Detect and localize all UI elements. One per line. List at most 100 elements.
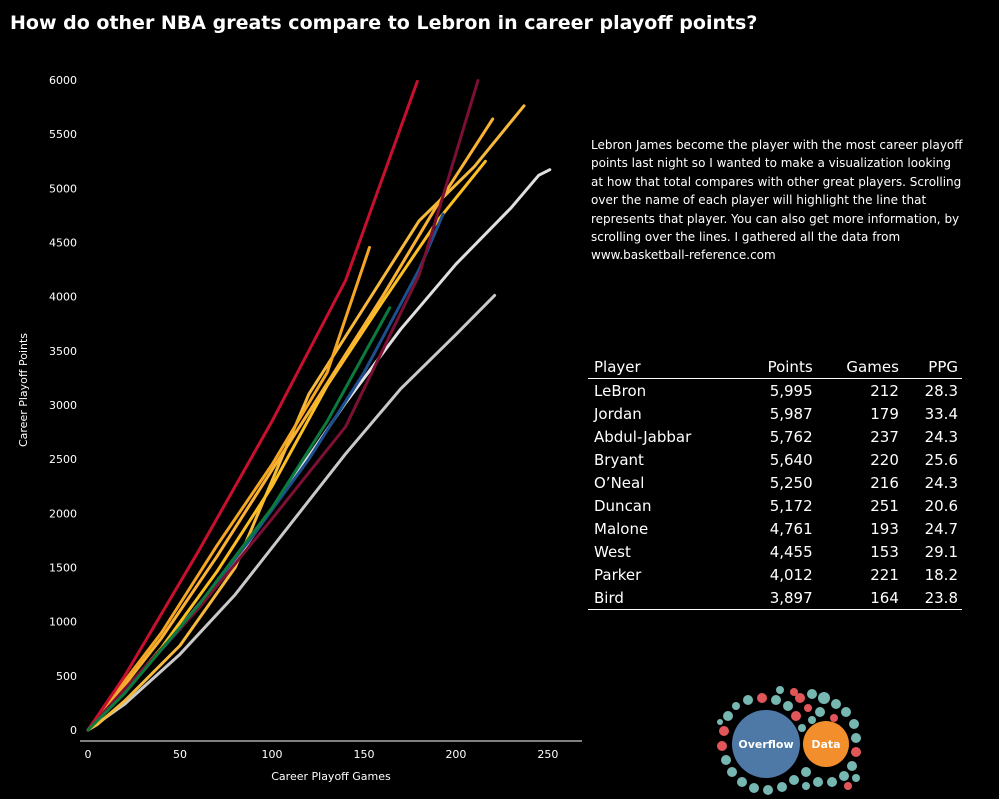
- x-tick-label: 250: [537, 748, 558, 761]
- player-name-cell[interactable]: LeBron: [594, 381, 647, 400]
- y-tick-label: 3000: [49, 399, 77, 412]
- series-line[interactable]: [86, 168, 552, 732]
- points-cell: 5,762: [769, 427, 813, 446]
- logo-dot: [727, 767, 737, 777]
- logo-dot: [851, 733, 861, 743]
- y-tick-label: 6000: [49, 74, 77, 87]
- player-name-cell[interactable]: West: [594, 542, 631, 561]
- points-cell: 5,987: [769, 404, 813, 423]
- series-line[interactable]: [86, 293, 497, 732]
- logo-dot: [839, 771, 849, 781]
- column-header-player[interactable]: Player: [588, 356, 741, 379]
- points-cell: 5,995: [769, 381, 813, 400]
- logo-dot: [802, 782, 810, 790]
- logo-word-data: Data: [811, 738, 840, 751]
- logo-dot: [790, 688, 798, 696]
- logo-dot: [830, 714, 838, 722]
- y-tick-label: 0: [70, 724, 77, 737]
- y-tick-label: 1000: [49, 616, 77, 629]
- games-cell: 193: [870, 519, 899, 538]
- ppg-cell: 24.3: [924, 427, 958, 446]
- logo-data-circle: [803, 721, 849, 767]
- games-cell: 153: [870, 542, 899, 561]
- logo-dot: [777, 782, 787, 792]
- player-stats-table: Player Points Games PPG LeBron 5,995 212 28…: [588, 356, 962, 610]
- player-name-cell[interactable]: Parker: [594, 565, 642, 584]
- points-cell: 4,761: [769, 519, 813, 538]
- logo-dot: [807, 689, 817, 699]
- series-line[interactable]: [86, 117, 495, 732]
- overflow-data-logo: Overflow Data: [717, 686, 861, 795]
- table-row[interactable]: Bryant 5,640 220 25.6: [588, 448, 962, 471]
- x-tick-label: 50: [173, 748, 187, 761]
- logo-dot: [808, 716, 816, 724]
- column-header-points[interactable]: Points: [740, 356, 817, 379]
- logo-overflow-circle: [732, 710, 800, 778]
- table-row[interactable]: Parker 4,012 221 18.2: [588, 563, 962, 586]
- logo-dot: [801, 767, 811, 777]
- logo-dot: [723, 711, 733, 721]
- y-tick-label: 2000: [49, 507, 77, 520]
- table-row[interactable]: Bird 3,897 164 23.8: [588, 586, 962, 610]
- logo-dot: [815, 707, 825, 717]
- logo-dot: [844, 782, 852, 790]
- series-line[interactable]: [86, 306, 392, 732]
- table-row[interactable]: Abdul-Jabbar 5,762 237 24.3: [588, 425, 962, 448]
- x-axis-label: Career Playoff Games: [271, 770, 391, 783]
- player-name-cell[interactable]: Bryant: [594, 450, 644, 469]
- logo-dot: [847, 761, 857, 771]
- column-header-games[interactable]: Games: [816, 356, 903, 379]
- y-tick-label: 4000: [49, 291, 77, 304]
- games-cell: 179: [870, 404, 899, 423]
- ppg-cell: 24.7: [924, 519, 958, 538]
- series-line[interactable]: [86, 245, 371, 732]
- ticks-layer: 0 50 100 150 200 2500500100015002000250030003…: [49, 74, 558, 761]
- logo-dot: [783, 701, 793, 711]
- logo-dot: [719, 726, 729, 736]
- games-cell: 164: [816, 586, 903, 610]
- player-name-cell[interactable]: O’Neal: [594, 473, 645, 492]
- ppg-cell: 18.2: [924, 565, 958, 584]
- logo-dots: [717, 686, 861, 795]
- games-cell: 220: [870, 450, 899, 469]
- table-row[interactable]: Jordan 5,987 179 33.4: [588, 402, 962, 425]
- player-name-cell[interactable]: Abdul-Jabbar: [594, 427, 692, 446]
- column-header-ppg[interactable]: PPG: [902, 356, 962, 379]
- y-tick-label: 1500: [49, 562, 77, 575]
- player-name-cell[interactable]: Malone: [594, 519, 649, 538]
- player-name-cell[interactable]: Jordan: [594, 404, 642, 423]
- table-row[interactable]: West 4,455 153 29.1: [588, 540, 962, 563]
- series-layer: [86, 79, 552, 732]
- description-text: Lebron James become the player with the …: [591, 138, 963, 263]
- logo-dot: [791, 711, 801, 721]
- table-row[interactable]: Malone 4,761 193 24.7: [588, 517, 962, 540]
- logo-dot: [841, 707, 851, 717]
- y-tick-label: 5000: [49, 182, 77, 195]
- points-cell: 5,640: [769, 450, 813, 469]
- logo-dot: [763, 785, 773, 795]
- x-tick-label: 100: [261, 748, 282, 761]
- table-row[interactable]: LeBron 5,995 212 28.3: [588, 379, 962, 403]
- series-line[interactable]: [86, 79, 419, 732]
- x-tick-label: 0: [85, 748, 92, 761]
- logo-dot: [818, 692, 830, 704]
- y-tick-label: 3500: [49, 345, 77, 358]
- table-row[interactable]: Duncan 5,172 251 20.6: [588, 494, 962, 517]
- y-tick-label: 5500: [49, 128, 77, 141]
- logo-dot: [789, 775, 799, 785]
- x-tick-label: 200: [445, 748, 466, 761]
- logo-dot: [776, 686, 784, 694]
- points-cell: 3,897: [740, 586, 817, 610]
- ppg-cell: 20.6: [924, 496, 958, 515]
- table-row[interactable]: O’Neal 5,250 216 24.3: [588, 471, 962, 494]
- logo-word-overflow: Overflow: [738, 738, 793, 751]
- ppg-cell: 29.1: [924, 542, 958, 561]
- logo-dot: [831, 699, 841, 709]
- player-name-cell[interactable]: Duncan: [594, 496, 652, 515]
- series-line[interactable]: [86, 79, 480, 732]
- logo-dot: [849, 719, 859, 729]
- player-name-cell[interactable]: Bird: [588, 586, 741, 610]
- logo-dot: [813, 777, 823, 787]
- logo-dot: [743, 695, 753, 705]
- logo-dot: [771, 695, 781, 705]
